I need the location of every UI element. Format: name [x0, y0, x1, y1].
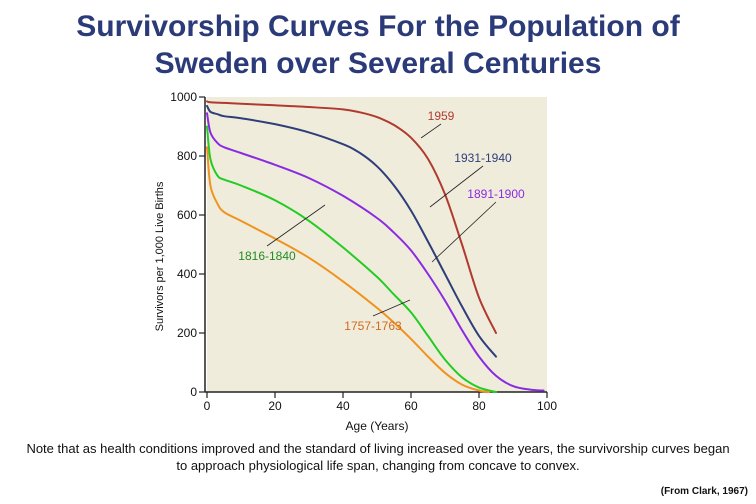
title-line-2: Sweden over Several Centuries [154, 47, 602, 80]
x-tick-label: 40 [336, 399, 350, 413]
series-line-1931-1940 [206, 104, 497, 358]
leader-line-1816-1840 [266, 204, 326, 247]
series-line-1816-1840 [206, 125, 497, 393]
source-credit: (From Clark, 1967) [660, 486, 748, 497]
series-line-1757-1763 [206, 146, 491, 393]
x-tick-label: 0 [204, 399, 211, 413]
chart-note: Note that as health conditions improved … [26, 441, 730, 473]
leader-line-1931-1940 [429, 165, 484, 208]
y-tick-label: 800 [177, 149, 197, 163]
x-tick-label: 80 [472, 399, 486, 413]
x-tick-label: 60 [404, 399, 418, 413]
y-tick-label: 1000 [170, 90, 197, 104]
survivorship-chart: 0 200 400 600 800 1000 0 20 40 60 80 100 Age (Years)… [154, 90, 557, 433]
series-label-1931-1940: 1931-1940 [454, 151, 512, 165]
leader-line-1959 [420, 123, 442, 139]
y-tick-label: 600 [177, 208, 197, 222]
y-tick-label: 400 [177, 267, 197, 281]
series-label-1757-1763: 1757-1763 [344, 319, 402, 333]
series-line-1959 [206, 100, 497, 334]
y-tick-label: 200 [177, 326, 197, 340]
series-label-1816-1840: 1816-1840 [238, 249, 296, 263]
leader-line-1891-1900 [431, 201, 497, 263]
leader-line-1757-1763 [372, 299, 411, 317]
chart-title: Survivorship Curves For the Population o… [0, 8, 756, 82]
x-tick-label: 20 [268, 399, 282, 413]
series-line-1891-1900 [206, 112, 545, 392]
plot-area [207, 97, 547, 392]
x-axis-label: Age (Years) [346, 419, 409, 433]
title-line-1: Survivorship Curves For the Population o… [76, 10, 680, 43]
series-label-1891-1900: 1891-1900 [467, 187, 525, 201]
y-tick-label: 0 [190, 385, 197, 399]
y-axis-label: Survivors per 1,000 Live Births [154, 181, 166, 331]
series-label-1959: 1959 [428, 109, 455, 123]
x-tick-label: 100 [537, 399, 557, 413]
